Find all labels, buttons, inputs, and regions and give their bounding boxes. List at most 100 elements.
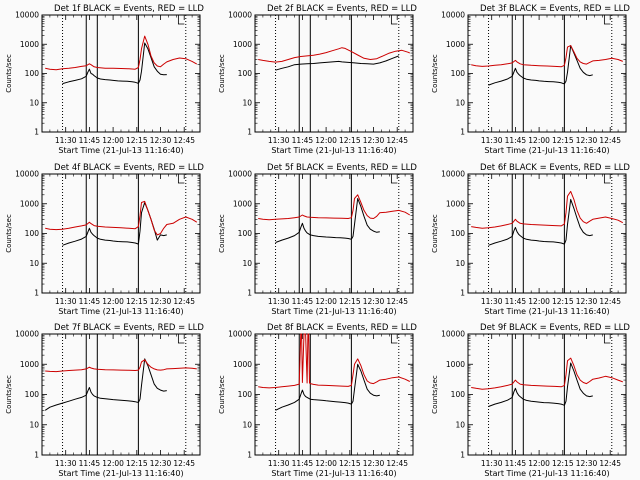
lld-series-line (471, 45, 623, 68)
x-axis-label: Start Time (21-Jul-13 11:16:40) (484, 146, 609, 155)
y-tick-label: 1000 (20, 40, 39, 49)
x-tick-label: 12:15 (339, 297, 361, 306)
x-tick-label: 12:15 (339, 136, 361, 145)
plot-frame (254, 14, 414, 133)
lld-series-line (471, 190, 624, 229)
x-tick-label: 11:30 (481, 297, 503, 306)
panel-title: Det 2f BLACK = Events, RED = LLD (267, 4, 417, 14)
y-tick-label: 1 (460, 289, 465, 298)
x-axis-label: Start Time (21-Jul-13 11:16:40) (58, 146, 183, 155)
y-tick-label: 10 (29, 98, 39, 107)
x-tick-label: 12:45 (173, 297, 195, 306)
x-tick-label: 12:15 (126, 297, 148, 306)
x-tick-label: 12:30 (150, 459, 172, 468)
x-tick-label: 11:30 (268, 136, 290, 145)
x-tick-label: 11:30 (55, 136, 77, 145)
x-tick-label: 11:45 (292, 459, 314, 468)
x-tick-label: 11:45 (292, 136, 314, 145)
y-tick-label: 1 (247, 289, 252, 298)
y-tick-label: 10 (29, 259, 39, 268)
events-series-line (275, 363, 380, 411)
y-tick-label: 1 (34, 128, 39, 137)
x-axis-label: Start Time (21-Jul-13 11:16:40) (271, 146, 396, 155)
x-tick-label: 11:30 (268, 297, 290, 306)
plot-frame (467, 173, 627, 294)
x-tick-label: 11:45 (79, 136, 101, 145)
y-tick-label: 100 (451, 69, 466, 78)
x-tick-label: 11:45 (79, 297, 101, 306)
plot-frame (467, 14, 627, 133)
panel-det-3: Det 3f BLACK = Events, RED = LLD 1 10 100 10… (431, 4, 630, 155)
x-tick-label: 11:45 (505, 459, 527, 468)
flag-marker (390, 174, 398, 184)
events-series-line (62, 42, 167, 85)
y-tick-label: 10 (242, 420, 252, 429)
y-tick-label: 10000 (228, 170, 252, 179)
events-series-line (488, 362, 593, 407)
panel-det-6: Det 6f BLACK = Events, RED = LLD 1 10 100 10… (431, 163, 630, 316)
x-tick-label: 12:00 (528, 136, 550, 145)
x-axis-label: Start Time (21-Jul-13 11:16:40) (484, 469, 609, 478)
panel-det-5: Det 5f BLACK = Events, RED = LLD 1 10 100 10… (218, 163, 417, 316)
y-tick-label: 100 (451, 390, 466, 399)
x-axis-label: Start Time (21-Jul-13 11:16:40) (484, 307, 609, 316)
y-tick-label: 10000 (228, 330, 252, 339)
panel-title: Det 4f BLACK = Events, RED = LLD (54, 163, 204, 173)
y-tick-label: 10000 (441, 11, 465, 20)
lld-series-line (258, 333, 411, 389)
panel-title: Det 8f BLACK = Events, RED = LLD (267, 323, 417, 333)
y-tick-label: 1 (247, 128, 252, 137)
x-tick-label: 12:15 (126, 459, 148, 468)
panel-title: Det 1f BLACK = Events, RED = LLD (54, 4, 204, 14)
panel-det-2: Det 2f BLACK = Events, RED = LLD 1 10 100 10… (218, 4, 417, 155)
x-tick-label: 11:45 (292, 297, 314, 306)
x-axis-label: Start Time (21-Jul-13 11:16:40) (58, 469, 183, 478)
x-tick-label: 12:45 (386, 297, 408, 306)
x-tick-label: 12:00 (315, 136, 337, 145)
flag-marker (603, 334, 611, 344)
events-series-line (62, 202, 167, 246)
y-tick-label: 10 (242, 98, 252, 107)
y-axis-label: Counts/sec (5, 375, 13, 414)
flag-marker (177, 334, 185, 344)
x-tick-label: 12:45 (386, 136, 408, 145)
lld-series-line (45, 359, 197, 373)
y-tick-label: 10000 (15, 170, 39, 179)
y-axis-label: Counts/sec (218, 54, 226, 93)
x-tick-label: 12:45 (599, 136, 621, 145)
x-tick-label: 12:15 (339, 459, 361, 468)
events-series-line (275, 55, 399, 71)
x-tick-label: 11:30 (268, 459, 290, 468)
x-tick-label: 12:15 (552, 297, 574, 306)
x-tick-label: 12:00 (528, 297, 550, 306)
x-tick-label: 12:00 (315, 297, 337, 306)
events-series-line (44, 358, 167, 411)
x-tick-label: 12:00 (102, 459, 124, 468)
y-tick-label: 100 (238, 390, 253, 399)
lld-series-line (45, 200, 198, 236)
x-axis-label: Start Time (21-Jul-13 11:16:40) (271, 469, 396, 478)
flag-marker (177, 174, 185, 184)
y-tick-label: 1000 (446, 360, 465, 369)
y-tick-label: 1 (247, 451, 252, 460)
panel-title: Det 3f BLACK = Events, RED = LLD (480, 4, 630, 14)
y-tick-label: 1 (34, 289, 39, 298)
panel-det-8: Det 8f BLACK = Events, RED = LLD 1 10 100 10… (218, 323, 417, 478)
y-tick-label: 10000 (15, 11, 39, 20)
x-axis-label: Start Time (21-Jul-13 11:16:40) (271, 307, 396, 316)
x-tick-label: 12:30 (576, 297, 598, 306)
y-tick-label: 100 (25, 69, 40, 78)
y-tick-label: 10 (29, 420, 39, 429)
x-tick-label: 11:30 (55, 297, 77, 306)
y-axis-label: Counts/sec (218, 375, 226, 414)
plot-frame (41, 173, 201, 294)
x-tick-label: 12:30 (576, 459, 598, 468)
x-tick-label: 12:30 (150, 297, 172, 306)
y-tick-label: 100 (238, 229, 253, 238)
panel-title: Det 9f BLACK = Events, RED = LLD (480, 323, 630, 333)
y-tick-label: 10 (455, 259, 465, 268)
x-tick-label: 12:15 (552, 136, 574, 145)
y-tick-label: 1000 (20, 199, 39, 208)
plot-frame (41, 14, 201, 133)
x-tick-label: 11:30 (55, 459, 77, 468)
